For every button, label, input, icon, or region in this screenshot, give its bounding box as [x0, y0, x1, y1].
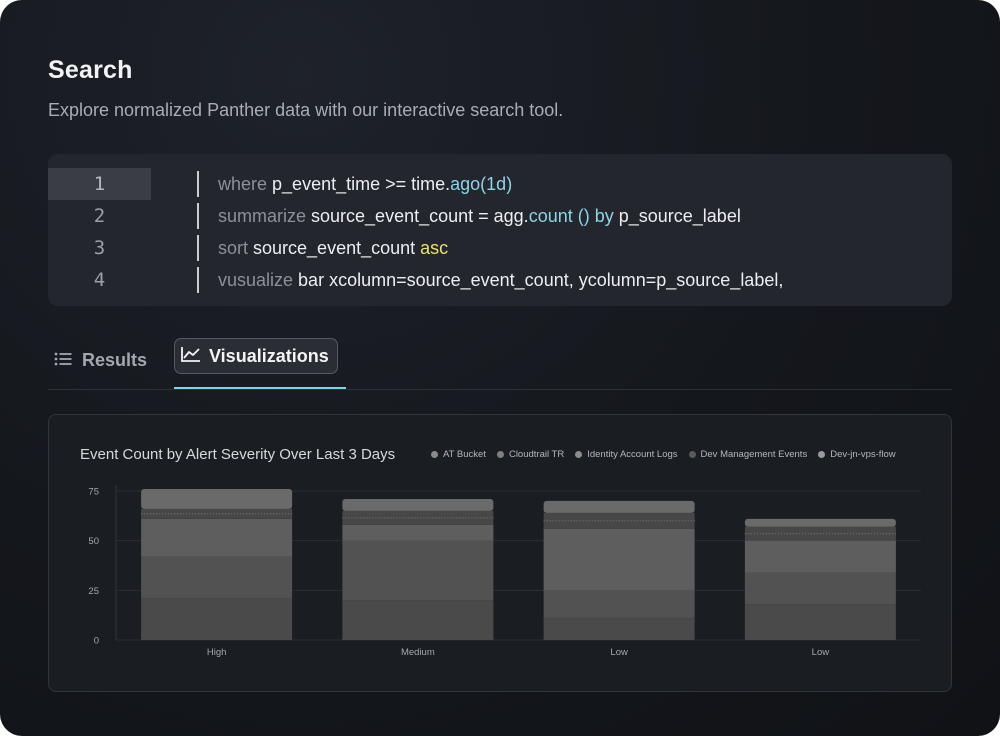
- code-token: vusualize: [218, 270, 299, 290]
- line-chart-icon: [181, 346, 201, 367]
- code-line[interactable]: 2 summarize source_event_count = agg.coun…: [48, 200, 952, 232]
- tab-results-label: Results: [82, 349, 148, 370]
- bar-segment: [744, 540, 896, 573]
- x-tick-label: High: [207, 647, 227, 658]
- bar-segment: [543, 618, 695, 640]
- bar-segment: [543, 500, 695, 513]
- x-tick-label: Low: [812, 647, 830, 658]
- line-number: 2: [93, 205, 106, 227]
- bar-segment: [543, 528, 695, 591]
- code-token: source_event_count = agg.: [311, 206, 529, 226]
- y-tick-label: 0: [94, 636, 99, 647]
- code-token: summarize: [218, 206, 312, 226]
- legend-label: Dev-jn-vps-flow: [830, 449, 896, 460]
- code-text: summarize source_event_count = agg.count…: [218, 200, 741, 232]
- code-token: ago(1d): [450, 174, 513, 194]
- bar-segment: [744, 604, 896, 640]
- gutter-separator: [197, 203, 199, 229]
- code-line[interactable]: 1 where p_event_time >= time.ago(1d): [48, 168, 952, 200]
- code-text: where p_event_time >= time.ago(1d): [218, 168, 512, 200]
- bar-segment: [342, 600, 494, 640]
- code-token: bar xcolumn=source_event_count, ycolumn=…: [298, 270, 784, 290]
- code-token: p_source_label: [613, 206, 741, 226]
- code-text: sort source_event_count asc: [218, 232, 448, 264]
- bar-segment: [141, 556, 293, 599]
- page-title: Search: [48, 56, 133, 84]
- code-token: source_event_count: [253, 238, 421, 258]
- gutter-separator: [197, 267, 199, 293]
- bar-segment: [141, 489, 293, 509]
- bar-segment: [342, 540, 494, 601]
- tab-visualizations-label: Visualizations: [209, 345, 329, 366]
- code-text: vusualize bar xcolumn=source_event_count…: [218, 264, 783, 296]
- legend-item[interactable]: AT Bucket: [431, 449, 486, 460]
- code-token: count () by: [528, 206, 614, 226]
- legend-dot-icon: [688, 451, 696, 458]
- tab-visualizations[interactable]: Visualizations: [174, 338, 338, 374]
- legend-dot-icon: [575, 451, 583, 458]
- tab-bar: Results Visualizations: [48, 338, 952, 390]
- x-tick-label: Low: [610, 647, 628, 658]
- code-token: p_event_time >= time.: [272, 174, 451, 194]
- bar-segment: [141, 518, 293, 557]
- x-tick-label: Medium: [401, 647, 435, 658]
- bar-segment: [342, 498, 494, 511]
- legend-dot-icon: [496, 451, 504, 458]
- line-number: 4: [93, 269, 106, 291]
- bar-segment: [543, 590, 695, 619]
- legend-label: AT Bucket: [443, 449, 486, 460]
- bar-segment: [744, 572, 896, 605]
- legend-item[interactable]: Dev Management Events: [688, 449, 808, 460]
- y-tick-label: 75: [88, 487, 99, 498]
- chart-legend: AT Bucket Cloudtrail TR Identity Account L…: [431, 449, 896, 460]
- y-tick-label: 50: [88, 536, 99, 547]
- gutter-separator: [197, 171, 199, 197]
- bar-chart: 0 25 50 75 High Medium Low Low: [88, 485, 921, 658]
- legend-dot-icon: [431, 451, 438, 458]
- gutter-separator: [197, 235, 199, 261]
- bar-segment: [744, 518, 896, 527]
- chart-card: 0 25 50 75 High Medium Low Low Event Count by A…: [48, 414, 952, 692]
- bar-segment: [342, 524, 494, 541]
- line-number: 3: [93, 237, 106, 259]
- bar-segment: [141, 598, 293, 640]
- code-line[interactable]: 4 vusualize bar xcolumn=source_event_coun…: [48, 264, 952, 296]
- code-token: where: [218, 174, 273, 194]
- code-token: asc: [420, 238, 449, 258]
- tab-results[interactable]: Results: [54, 342, 147, 378]
- active-tab-indicator: [174, 387, 346, 389]
- chart-title: Event Count by Alert Severity Over Last …: [80, 446, 396, 463]
- page-subtitle: Explore normalized Panther data with our…: [48, 100, 564, 120]
- legend-label: Cloudtrail TR: [508, 449, 565, 460]
- legend-item[interactable]: Identity Account Logs: [575, 449, 678, 460]
- code-line[interactable]: 3 sort source_event_count asc: [48, 232, 952, 264]
- list-icon: [54, 350, 72, 371]
- y-tick-label: 25: [88, 586, 99, 597]
- legend-item[interactable]: Dev-jn-vps-flow: [818, 449, 896, 460]
- code-token: sort: [218, 238, 254, 258]
- legend-label: Identity Account Logs: [587, 449, 678, 460]
- query-editor[interactable]: 1 where p_event_time >= time.ago(1d) 2 summ…: [48, 154, 952, 306]
- line-number: 1: [48, 168, 151, 200]
- legend-dot-icon: [818, 451, 826, 458]
- legend-item[interactable]: Cloudtrail TR: [496, 449, 565, 460]
- legend-label: Dev Management Events: [700, 449, 808, 460]
